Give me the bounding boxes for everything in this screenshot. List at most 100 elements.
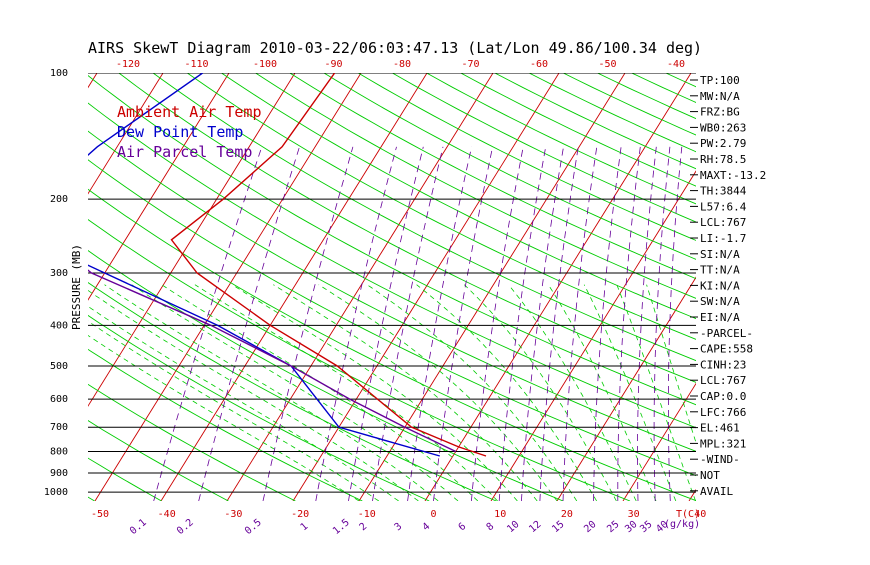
mixing-ratio-tick-label: 15	[550, 519, 566, 535]
mixing-ratio-line	[618, 147, 641, 501]
side-panel-entry: -WIND-	[700, 453, 740, 466]
bottom-temp-tick-label: -50	[91, 509, 109, 520]
dry-adiabat-line	[290, 73, 870, 501]
pressure-tick-label: 400	[50, 320, 68, 331]
dry-adiabat-line	[461, 73, 870, 501]
mixing-ratio-tick-label: 2	[358, 521, 370, 533]
side-panel-entry: LCL:767	[700, 374, 746, 387]
mixing-ratio-tick-label: 35	[638, 519, 654, 535]
moist-adiabat-line	[367, 285, 577, 501]
mixing-ratio-tick-label: 30	[623, 519, 639, 535]
side-panel-entry: SW:N/A	[700, 295, 740, 308]
side-panel-entry: CAPE:558	[700, 343, 753, 356]
bottom-temp-tick-label: 0	[430, 509, 436, 520]
mixing-ratio-tick-label: 0.1	[128, 517, 149, 537]
side-panel-entry: MW:N/A	[700, 90, 740, 103]
pressure-tick-label: 600	[50, 394, 68, 405]
legend-entry: Air Parcel Temp	[117, 143, 252, 161]
mixing-ratio-tick-label: 6	[457, 521, 469, 533]
pressure-tick-label: 900	[50, 468, 68, 479]
side-panel-entry: LFC:766	[700, 406, 746, 419]
side-panel-entry: EI:N/A	[700, 311, 740, 324]
bottom-temp-tick-label: 30	[628, 509, 640, 520]
side-panel-entry: NOT	[700, 469, 720, 482]
legend-entry: Ambient Air Temp	[117, 103, 262, 121]
top-temp-tick-label: -100	[253, 59, 277, 70]
dry-adiabat-line	[768, 73, 870, 501]
bottom-temp-tick-label: -30	[224, 509, 242, 520]
dry-adiabat-line	[495, 73, 870, 501]
pressure-tick-label: 700	[50, 422, 68, 433]
legend: Ambient Air Temp Dew Point Temp Air Parcel…	[117, 103, 262, 161]
side-panel-entry: MAXT:-13.2	[700, 169, 766, 182]
isotherm-line	[755, 73, 870, 501]
pressure-tick-label: 300	[50, 268, 68, 279]
moist-adiabat-line	[417, 285, 597, 501]
chart-title: AIRS SkewT Diagram 2010-03-22/06:03:47.1…	[88, 39, 702, 57]
side-panel-entry: MPL:321	[700, 437, 746, 450]
side-panel-entry: RH:78.5	[700, 153, 746, 166]
side-panel-entry: EL:461	[700, 422, 740, 435]
dry-adiabat-line	[392, 73, 870, 501]
top-temp-tick-label: -80	[393, 59, 411, 70]
moist-adiabat-line	[132, 285, 458, 501]
mixing-ratio-line	[316, 147, 397, 501]
mixing-ratio-tick-label: 1	[299, 521, 311, 533]
bottom-temp-tick-label: -40	[158, 509, 176, 520]
pressure-tick-label: 100	[50, 68, 68, 79]
mixing-ratio-tick-label: 0.2	[175, 517, 196, 537]
dry-adiabat-line	[0, 73, 697, 501]
bottom-temp-tick-label: 20	[561, 509, 573, 520]
top-temp-tick-label: -50	[598, 59, 616, 70]
side-panel-entry: TP:100	[700, 74, 740, 87]
isotherm-line	[0, 73, 31, 501]
moist-adiabat-line	[508, 285, 636, 501]
mixing-ratio-line	[638, 147, 657, 501]
dry-adiabat-line	[427, 73, 870, 501]
moist-adiabat-line	[319, 285, 557, 501]
bottom-temp-tick-label: -20	[291, 509, 309, 520]
moist-adiabat-line	[617, 285, 696, 501]
top-temp-tick-label: -60	[530, 59, 548, 70]
dry-adiabat-line	[222, 73, 870, 501]
pressure-tick-label: 200	[50, 194, 68, 205]
mixing-ratio-tick-label: 12	[527, 519, 543, 535]
side-panel-entry: LI:-1.7	[700, 232, 746, 245]
moist-adiabat-line	[584, 285, 676, 501]
mixing-ratio-tick-label: 3	[393, 521, 405, 533]
pressure-tick-label: 1000	[44, 487, 68, 498]
isotherm-line	[557, 73, 823, 501]
side-panel-entry: WB0:263	[700, 121, 746, 134]
mixing-ratio-line	[263, 147, 353, 501]
mixing-ratio-tick-label: 0.5	[243, 517, 264, 537]
dry-adiabat-line	[734, 73, 870, 501]
mixing-ratio-tick-label: 10	[505, 519, 521, 535]
top-temp-tick-label: -110	[184, 59, 208, 70]
bottom-temp-tick-label: -10	[358, 509, 376, 520]
mixing-ratio-line	[373, 147, 444, 501]
legend-entry: Dew Point Temp	[117, 123, 243, 141]
top-temp-tick-label: -120	[116, 59, 140, 70]
mixing-ratio-units-label: (g/kg)	[664, 519, 700, 530]
mixing-ratio-tick-label: 20	[582, 519, 598, 535]
side-panel-entry: L57:6.4	[700, 200, 747, 213]
side-panel-entry: CAP:0.0	[700, 390, 746, 403]
top-temp-tick-label: -70	[461, 59, 479, 70]
top-temp-tick-label: -90	[324, 59, 342, 70]
side-panel: TP:100MW:N/AFRZ:BGWB0:263PW:2.79RH:78.5M…	[690, 74, 766, 498]
side-panel-entry: TT:N/A	[700, 264, 740, 277]
dry-adiabat-line	[256, 73, 870, 501]
top-temp-tick-label: -40	[667, 59, 685, 70]
dry-adiabat-line	[666, 73, 870, 501]
bottom-temp-tick-label: 10	[494, 509, 506, 520]
dry-adiabat-line	[0, 73, 28, 501]
mixing-ratio-tick-label: 1.5	[331, 517, 352, 537]
side-panel-entry: SI:N/A	[700, 248, 740, 261]
mixing-ratio-tick-label: 8	[485, 521, 497, 533]
isotherm-line	[821, 73, 870, 501]
mixing-ratio-line	[668, 147, 681, 501]
y-axis-label: PRESSURE (MB)	[70, 244, 83, 330]
dry-adiabat-line	[803, 73, 870, 501]
side-panel-entry: CINH:23	[700, 358, 746, 371]
